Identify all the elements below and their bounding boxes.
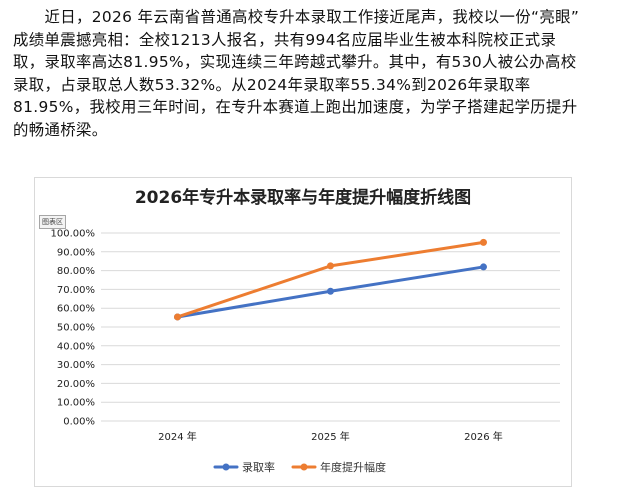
paragraph-line: 成绩单震撼亮相：全校1213人报名，共有994名应届毕业生被本科院校正式录 (13, 30, 557, 49)
y-tick-label: 100.00% (51, 229, 96, 240)
grid-lines (101, 232, 560, 422)
y-tick-label: 90.00% (57, 247, 95, 258)
y-tick-label: 80.00% (57, 266, 95, 277)
y-axis-ticks: 0.00% 10.00% 20.00% 30.00% 40.00% 50.00% 60.00… (51, 229, 96, 428)
x-tick-label: 2025 年 (311, 430, 350, 443)
chart-frame[interactable]: 2026年专升本录取率与年度提升幅度折线图 0.00% 10.00% 20.00% 3… (34, 177, 572, 487)
chart-legend: 录取率 年度提升幅度 (213, 460, 386, 474)
legend-label: 录取率 (242, 460, 275, 474)
y-tick-label: 0.00% (63, 417, 95, 428)
x-tick-label: 2024 年 (158, 430, 197, 443)
y-tick-label: 40.00% (57, 341, 95, 352)
series-line-1 (176, 240, 485, 319)
paragraph-line: 取，录取率高达81.95%，实现连续三年跨越式攀升。其中，有530人被公办高校 (13, 53, 577, 71)
series-point-0 (327, 287, 334, 295)
series-point-0 (480, 263, 487, 271)
article: 近日，2026 年云南省普通高校专升本录取工作接近尾声，我校以一份“亮眼” 成绩… (13, 6, 611, 141)
chart-title: 2026年专升本录取率与年度提升幅度折线图 (135, 187, 471, 208)
y-tick-label: 20.00% (57, 379, 95, 390)
chart-area-tag: 图表区 (39, 215, 66, 229)
y-tick-label: 10.00% (57, 398, 95, 409)
legend-swatch-marker (222, 463, 230, 471)
paragraph-line: 录取，占录取总人数53.32%。从2024年录取率55.34%到2026年录取率 (13, 75, 531, 94)
x-tick-label: 2026 年 (464, 430, 503, 443)
paragraph-line: 81.95%，我校用三年时间，在专升本赛道上跑出加速度，为学子搭建起学历提升 (13, 98, 578, 116)
paragraph-line: 的畅通桥梁。 (13, 120, 108, 139)
series-point-1 (480, 238, 487, 246)
chart-series (174, 238, 487, 321)
y-tick-label: 50.00% (57, 323, 95, 334)
y-tick-label: 70.00% (57, 285, 95, 296)
article-paragraph: 近日，2026 年云南省普通高校专升本录取工作接近尾声，我校以一份“亮眼” 成绩… (13, 6, 611, 141)
x-axis-ticks: 2024 年 2025 年 2026 年 (158, 430, 503, 443)
y-tick-label: 30.00% (57, 360, 95, 371)
series-point-1 (327, 262, 334, 270)
line-chart: 2026年专升本录取率与年度提升幅度折线图 0.00% 10.00% 20.00% 3… (51, 187, 560, 474)
paragraph-line: 近日，2026 年云南省普通高校专升本录取工作接近尾声，我校以一份“亮眼” (13, 8, 580, 26)
y-tick-label: 60.00% (57, 304, 95, 315)
legend-label: 年度提升幅度 (320, 460, 386, 474)
legend-swatch-marker (300, 463, 308, 471)
series-point-1 (174, 313, 181, 321)
